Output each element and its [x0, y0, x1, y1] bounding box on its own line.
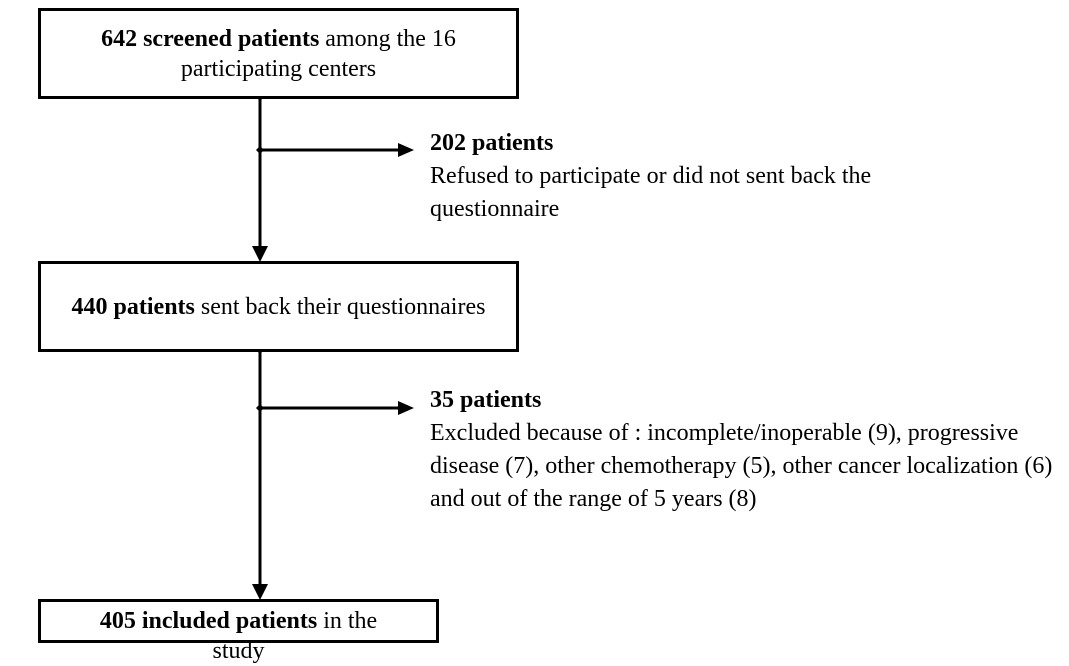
node: 642 screened patients among the 16 partic…	[38, 8, 519, 99]
node: 405 included patients in the study	[38, 599, 439, 664]
arrowhead	[252, 246, 268, 262]
junction	[256, 146, 264, 154]
arrowhead	[252, 584, 268, 600]
node-bold: 440 patients	[71, 293, 195, 320]
flowchart: 642 screened patients among the 16 partic…	[38, 8, 1060, 664]
exclusion-title: 35 patients	[430, 387, 542, 413]
exclusion: 35 patients Excluded because of : incomp…	[430, 384, 1060, 516]
arrowhead	[398, 143, 414, 157]
arrowhead	[398, 401, 414, 415]
node: 440 patients sent back their questionnair…	[38, 261, 519, 352]
junction	[256, 404, 264, 412]
node-bold: 642 screened patients	[101, 25, 320, 52]
node-text: among the 16 participating centers	[180, 25, 456, 82]
node-bold: 405 included patients	[99, 608, 318, 634]
connectors	[252, 93, 414, 600]
node-text: sent back their questionnaires	[200, 293, 486, 320]
exclusion-text: Refused to participate or did not sent b…	[430, 163, 872, 222]
exclusion: 202 patients Refused to participate or d…	[430, 127, 990, 226]
exclusion-text: Excluded because of : incomplete/inopera…	[430, 420, 1053, 512]
exclusion-title: 202 patients	[430, 130, 554, 156]
